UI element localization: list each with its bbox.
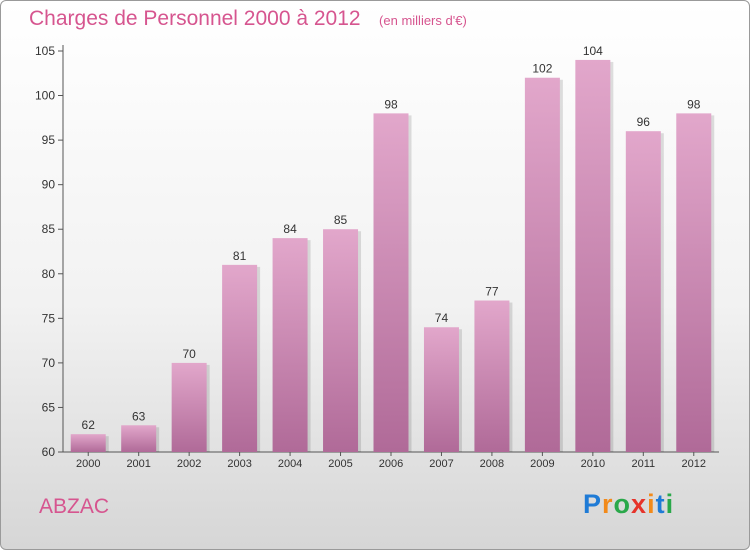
x-tick-label: 2006 <box>379 458 403 470</box>
bar <box>474 300 510 452</box>
commune-name: ABZAC <box>39 495 110 518</box>
x-tick-label: 2009 <box>530 458 554 470</box>
bar <box>423 327 459 452</box>
bar <box>171 362 207 452</box>
bar <box>121 425 157 452</box>
chart-subtitle: (en milliers d'€) <box>379 13 467 28</box>
logo-letter: i <box>647 489 656 519</box>
y-tick-label: 65 <box>42 400 56 414</box>
bar-value-label: 77 <box>485 285 499 299</box>
x-tick-label: 2001 <box>126 458 150 470</box>
logo-letter: P <box>583 489 603 519</box>
y-tick-label: 80 <box>42 267 56 281</box>
bar-value-label: 85 <box>334 213 348 227</box>
bar-value-label: 98 <box>384 97 398 111</box>
bar-value-label: 63 <box>132 409 146 423</box>
y-tick-label: 60 <box>42 445 56 459</box>
x-tick-label: 2012 <box>682 458 706 470</box>
bar <box>575 59 611 453</box>
chart-title: Charges de Personnel 2000 à 2012 <box>29 7 361 30</box>
logo-letter: r <box>602 489 614 519</box>
x-tick-label: 2004 <box>278 458 302 470</box>
x-tick-label: 2003 <box>227 458 251 470</box>
logo-letter: i <box>665 489 675 519</box>
y-tick-label: 90 <box>42 178 56 192</box>
bar-value-label: 84 <box>283 222 297 236</box>
bar <box>323 229 359 452</box>
bars <box>70 59 715 453</box>
x-tick-label: 2010 <box>581 458 605 470</box>
x-tick-label: 2008 <box>480 458 504 470</box>
bar-value-label: 104 <box>583 44 603 58</box>
bar <box>222 264 258 452</box>
x-tick-label: 2002 <box>177 458 201 470</box>
x-tick-label: 2000 <box>76 458 100 470</box>
y-tick-label: 70 <box>42 356 56 370</box>
bar <box>524 77 560 452</box>
bar-value-label: 74 <box>435 311 449 325</box>
bar <box>373 113 409 452</box>
y-tick-label: 105 <box>35 44 55 58</box>
y-tick-label: 75 <box>42 311 56 325</box>
bar-value-label: 70 <box>182 347 196 361</box>
bar <box>272 238 308 452</box>
logo-letter: t <box>655 489 666 519</box>
x-tick-label: 2011 <box>631 458 655 470</box>
y-axis: 60 65 70 75 80 85 90 95 100 105 <box>35 44 64 459</box>
bar-value-label: 98 <box>687 97 701 111</box>
bar <box>676 113 712 452</box>
bar <box>625 131 661 452</box>
bar-value-label: 81 <box>233 249 247 263</box>
y-tick-label: 100 <box>35 89 55 103</box>
x-tick-label: 2005 <box>328 458 352 470</box>
bar-value-label: 102 <box>532 62 552 76</box>
chart-header: Charges de Personnel 2000 à 2012 (en mil… <box>29 7 467 31</box>
x-tick-label: 2007 <box>429 458 453 470</box>
logo-letter: x <box>631 489 648 519</box>
bar-labels: 62 63 70 81 84 85 98 74 77 102 104 96 98 <box>82 44 701 432</box>
bar <box>70 434 106 452</box>
bar-value-label: 96 <box>637 115 651 129</box>
proxiti-logo[interactable]: Proxiti <box>583 489 674 520</box>
y-tick-label: 95 <box>42 133 56 147</box>
y-tick-label: 85 <box>42 222 56 236</box>
logo-letter: o <box>613 489 632 519</box>
bar-value-label: 62 <box>82 418 96 432</box>
x-axis: 2000 2001 2002 2003 2004 2005 2006 2007 2008 2009… <box>63 451 719 470</box>
